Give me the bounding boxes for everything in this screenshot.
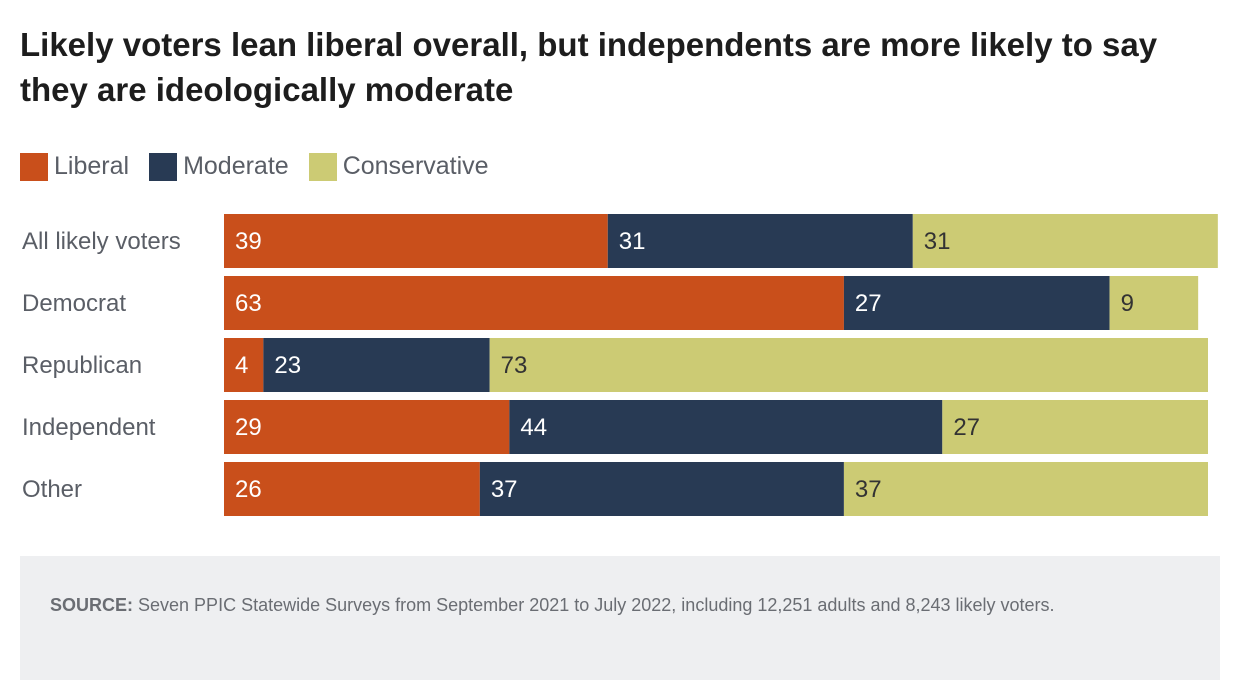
data-label: 26 xyxy=(235,476,262,503)
bar-moderate xyxy=(263,338,490,392)
data-label: 27 xyxy=(855,290,882,317)
bar-conservative xyxy=(912,214,1218,268)
category-label: Republican xyxy=(22,352,142,379)
legend-item-moderate: Moderate xyxy=(149,152,289,181)
bar-liberal xyxy=(224,400,510,454)
bar-moderate xyxy=(607,214,913,268)
source-text: Seven PPIC Statewide Surveys from Septem… xyxy=(133,595,1055,615)
data-label: 73 xyxy=(501,352,528,379)
data-label: 4 xyxy=(235,352,248,379)
category-label: Other xyxy=(22,476,82,503)
bar-moderate xyxy=(509,400,943,454)
bar-conservative xyxy=(489,338,1208,392)
category-label: All likely voters xyxy=(22,228,181,255)
data-label: 23 xyxy=(274,352,301,379)
data-label: 31 xyxy=(619,228,646,255)
bar-liberal xyxy=(224,462,480,516)
bar-conservative xyxy=(942,400,1208,454)
bar-liberal xyxy=(224,276,844,330)
category-label: Democrat xyxy=(22,290,126,317)
legend-item-conservative: Conservative xyxy=(308,152,489,181)
source-label: SOURCE: xyxy=(50,595,134,615)
bar-conservative xyxy=(1109,276,1199,330)
legend: Liberal Moderate Conservative xyxy=(20,152,509,181)
legend-label: Conservative xyxy=(342,152,489,180)
data-label: 39 xyxy=(235,228,262,255)
data-label: 31 xyxy=(924,228,951,255)
data-label: 27 xyxy=(953,414,980,441)
bar-moderate xyxy=(479,462,844,516)
bar-conservative xyxy=(843,462,1208,516)
bar-liberal xyxy=(224,214,608,268)
data-label: 37 xyxy=(491,476,518,503)
legend-label: Moderate xyxy=(183,152,289,180)
legend-swatch xyxy=(149,152,178,181)
bar-moderate xyxy=(843,276,1110,330)
stacked-bar-chart: All likely voters 39 31 31 Democrat 63 27 9 Repu… xyxy=(22,214,1218,516)
data-label: 63 xyxy=(235,290,262,317)
category-label: Independent xyxy=(22,414,156,441)
data-label: 29 xyxy=(235,414,262,441)
data-label: 44 xyxy=(520,414,547,441)
legend-swatch xyxy=(20,152,48,181)
legend-label: Liberal xyxy=(54,152,130,180)
chart-title: Likely voters lean liberal overall, but … xyxy=(20,26,1158,108)
legend-swatch xyxy=(308,152,337,181)
source-note: SOURCE: Seven PPIC Statewide Surveys fro… xyxy=(20,556,1220,680)
data-label: 37 xyxy=(855,476,882,503)
legend-item-liberal: Liberal xyxy=(20,152,129,181)
bar-liberal xyxy=(224,338,264,392)
data-label: 9 xyxy=(1121,290,1134,317)
